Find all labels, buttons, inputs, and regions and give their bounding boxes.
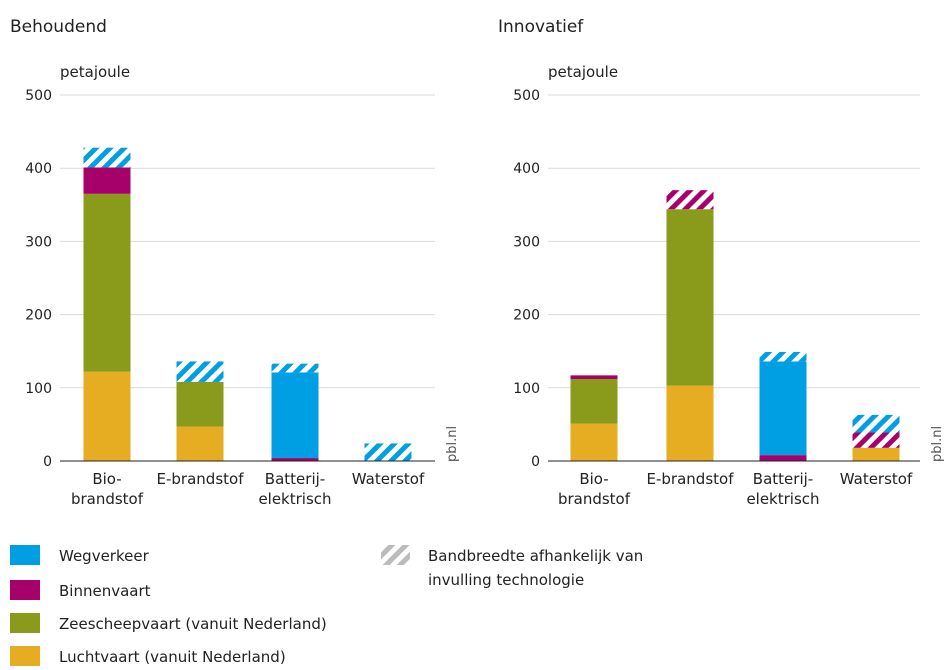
chart-title: Innovatief	[498, 17, 584, 37]
plot-area: 0 100 200 300 400 500 Bio-brandstof E-brandstof…	[513, 88, 920, 508]
y-tick-label: 100	[513, 381, 540, 397]
bar-segment-luchtvaart	[852, 447, 900, 461]
x-category-label: E-brandstof	[157, 470, 245, 488]
bar-segment-zeescheepvaart	[666, 209, 714, 386]
bar-segment-bandwidth-wegverkeer	[759, 351, 807, 362]
bar-segment-luchtvaart	[570, 423, 618, 461]
x-category-label: Waterstof	[840, 470, 913, 488]
x-category-label: brandstof	[71, 490, 144, 508]
bar-segment-luchtvaart	[176, 426, 224, 461]
bar-segment-wegverkeer	[759, 361, 807, 456]
x-category-label: brandstof	[558, 490, 631, 508]
legend-item-bandbreedte: Bandbreedte afhankelijk van invulling te…	[381, 545, 643, 589]
credit-label: pbl.nl	[445, 426, 460, 462]
x-category-label: Waterstof	[352, 470, 425, 488]
legend-label: Zeescheepvaart (vanuit Nederland)	[59, 615, 327, 633]
x-category-label: E-brandstof	[647, 470, 735, 488]
legend-item-binnenvaart: Binnenvaart	[10, 580, 151, 600]
legend-label: Wegverkeer	[59, 547, 150, 565]
y-tick-label: 0	[531, 454, 540, 470]
bar-segment-bandwidth-binnenvaart	[666, 190, 714, 210]
x-category-label: Bio-	[92, 470, 121, 488]
bar-segment-binnenvaart	[570, 375, 618, 380]
y-axis-label: petajoule	[60, 63, 130, 81]
x-category-label: elektrisch	[258, 490, 331, 508]
legend: Wegverkeer Binnenvaart Zeescheepvaart (v…	[10, 545, 643, 666]
x-category-label: Batterij-	[753, 470, 813, 488]
legend-item-luchtvaart: Luchtvaart (vanuit Nederland)	[10, 646, 286, 666]
bar-segment-zeescheepvaart	[570, 379, 618, 424]
legend-swatch	[10, 646, 40, 666]
chart-panel-behoudend: Behoudend petajoule 0 100 200 300 400 500 Bio-…	[10, 17, 460, 508]
legend-item-zeescheepvaart: Zeescheepvaart (vanuit Nederland)	[10, 613, 327, 633]
y-axis-label: petajoule	[548, 63, 618, 81]
x-category-label: Bio-	[579, 470, 608, 488]
bar-segment-bandwidth-binnenvaart	[852, 432, 900, 448]
y-tick-label: 300	[513, 234, 540, 250]
legend-swatch	[10, 580, 40, 600]
y-tick-label: 100	[25, 381, 52, 397]
y-tick-label: 500	[25, 88, 52, 104]
y-tick-label: 300	[25, 234, 52, 250]
y-tick-label: 500	[513, 88, 540, 104]
bar-segment-bandwidth-wegverkeer	[852, 414, 900, 433]
bar-segment-zeescheepvaart	[83, 193, 131, 372]
bar-segment-bandwidth-wegverkeer	[176, 361, 224, 382]
bar-segment-bandwidth-wegverkeer	[83, 147, 131, 168]
legend-label: Luchtvaart (vanuit Nederland)	[59, 648, 286, 666]
y-tick-label: 400	[25, 161, 52, 177]
y-tick-label: 200	[513, 308, 540, 324]
bar-segment-wegverkeer	[271, 372, 319, 459]
legend-swatch	[10, 545, 40, 565]
legend-label: Bandbreedte afhankelijk van	[428, 547, 643, 565]
chart-panel-innovatief: Innovatief petajoule 0 100 200 300 400 500 Bio…	[498, 17, 945, 508]
credit-label: pbl.nl	[930, 426, 945, 462]
legend-item-wegverkeer: Wegverkeer	[10, 545, 150, 565]
y-tick-label: 200	[25, 308, 52, 324]
legend-swatch-hatched	[381, 545, 410, 565]
legend-swatch	[10, 613, 40, 633]
bar-segment-binnenvaart	[759, 455, 807, 461]
bar-segment-binnenvaart	[83, 167, 131, 194]
y-tick-label: 0	[43, 454, 52, 470]
bar-segment-zeescheepvaart	[176, 381, 224, 427]
legend-label: Binnenvaart	[59, 582, 151, 600]
x-category-label: Batterij-	[265, 470, 325, 488]
plot-area: 0 100 200 300 400 500 Bio-brandstof E-brandstof…	[25, 88, 435, 508]
bar-segment-luchtvaart	[666, 385, 714, 461]
bar-segment-bandwidth-wegverkeer	[271, 363, 319, 373]
chart-title: Behoudend	[10, 17, 107, 37]
bar-segment-bandwidth-wegverkeer	[364, 443, 412, 461]
bar-segment-binnenvaart	[271, 458, 319, 461]
y-tick-label: 400	[513, 161, 540, 177]
bar-segment-luchtvaart	[83, 371, 131, 461]
legend-label: invulling technologie	[428, 571, 584, 589]
x-category-label: elektrisch	[746, 490, 819, 508]
